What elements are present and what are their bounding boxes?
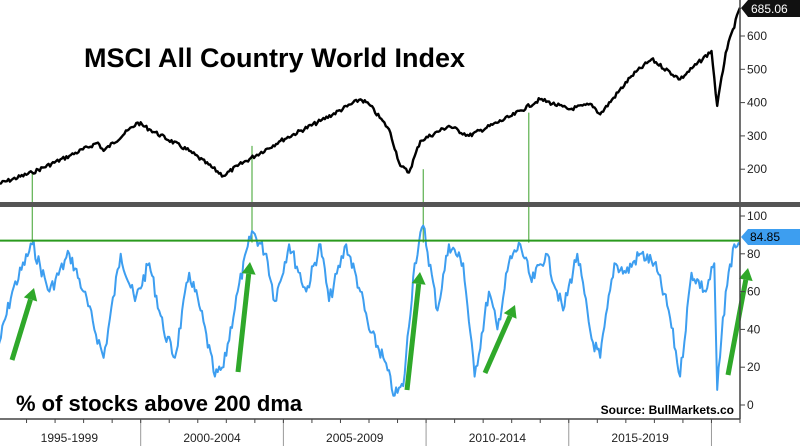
y-tick-label: 100 [747, 209, 767, 223]
source-label: Source: BullMarkets.co [601, 403, 734, 417]
msci-last-value-badge: 685.06 [741, 0, 800, 17]
green-arrow [404, 272, 426, 391]
green-arrow [482, 305, 517, 375]
y-tick-label: 0 [747, 398, 754, 412]
x-period-label: 2015-2019 [611, 431, 669, 445]
breadth-last-value: 84.85 [750, 230, 780, 244]
x-period-label: 2000-2004 [183, 431, 241, 445]
breadth-series-line [0, 224, 741, 397]
panel-separator [0, 202, 800, 207]
top-y-axis: 200 300 400 500 600 [740, 29, 767, 176]
y-tick-label: 80 [747, 247, 761, 261]
y-tick-label: 600 [747, 29, 767, 43]
x-axis: 1995-1999 2000-2004 2005-2009 2010-2014 2015… [26, 419, 741, 446]
y-tick-label: 500 [747, 62, 767, 76]
y-tick-label: 400 [747, 96, 767, 110]
bottom-y-axis: 0 20 40 60 80 100 [740, 209, 767, 412]
green-arrow [725, 268, 753, 376]
msci-series-line [0, 7, 742, 185]
green-arrows [9, 262, 753, 391]
y-tick-label: 200 [747, 162, 767, 176]
y-tick-label: 300 [747, 129, 767, 143]
bottom-chart-title: % of stocks above 200 dma [16, 391, 303, 416]
msci-last-value: 685.06 [751, 2, 788, 16]
x-period-label: 2005-2009 [326, 431, 384, 445]
y-tick-label: 60 [747, 285, 761, 299]
x-period-label: 2010-2014 [469, 431, 527, 445]
top-chart-title: MSCI All Country World Index [84, 43, 465, 73]
green-arrow [235, 262, 256, 373]
y-tick-label: 40 [747, 322, 761, 336]
y-tick-label: 20 [747, 360, 761, 374]
x-period-label: 1995-1999 [41, 431, 99, 445]
green-arrow [9, 288, 38, 361]
breadth-last-value-badge: 84.85 [741, 229, 800, 245]
